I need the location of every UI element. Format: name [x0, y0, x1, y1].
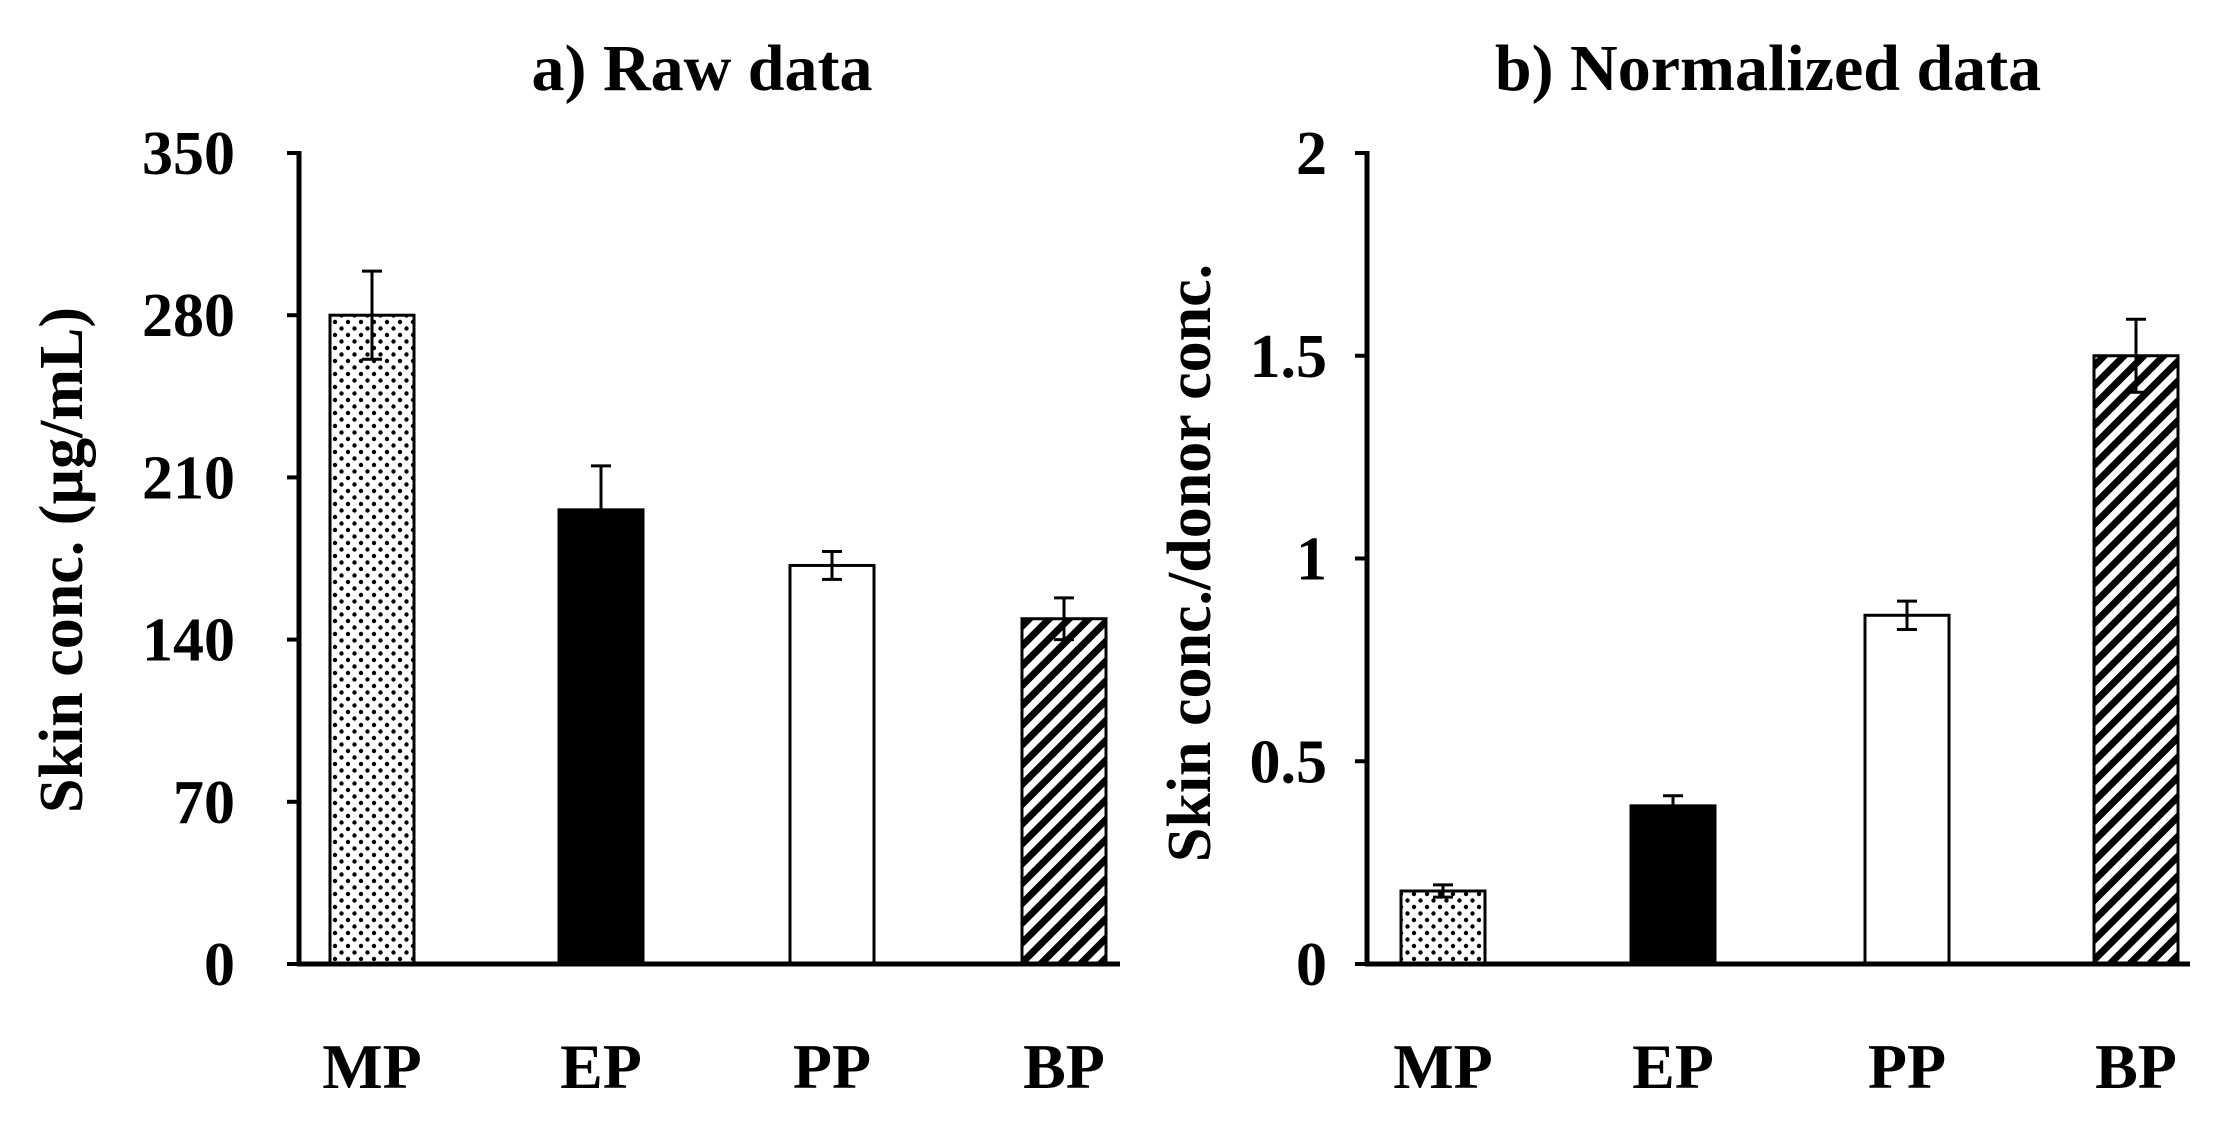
error-bar-bp: [2126, 317, 2146, 394]
bar-pp: [788, 563, 876, 966]
x-category-label: PP: [1868, 1031, 1946, 1102]
error-bar-pp: [1897, 599, 1917, 631]
bar-ep: [557, 508, 645, 966]
error-bar-pp: [822, 550, 842, 581]
bar-pp: [1863, 613, 1951, 966]
bar-bp: [1020, 617, 1108, 966]
y-tick-label: 1: [1296, 526, 1327, 594]
raw-data-panel: a) Raw data Skin conc. (µg/mL) 0 70 140 210…: [28, 32, 1120, 1102]
plot-area: 0 70 140 210 280 350 MP EP PP BP: [142, 120, 1120, 1102]
x-category-label: BP: [2095, 1031, 2177, 1102]
bar-ep: [1629, 804, 1717, 966]
bar-bp: [2092, 354, 2180, 966]
bar-mp: [328, 313, 416, 966]
y-tick-label: 0.5: [1250, 728, 1328, 796]
y-tick-label: 0: [1296, 931, 1327, 999]
y-tick-label: 2: [1296, 120, 1327, 188]
y-axis-label: Skin conc./donor conc.: [1156, 264, 1224, 862]
y-tick-label: 140: [142, 607, 235, 675]
chart-title: b) Normalized data: [1495, 32, 2041, 105]
normalized-data-panel: b) Normalized data Skin conc./donor conc…: [1156, 32, 2190, 1102]
plot-area: 0 0.5 1 1.5 2 MP EP PP BP: [1250, 120, 2190, 1102]
error-bar-mp: [362, 269, 382, 361]
error-bar-ep: [591, 464, 611, 556]
error-bar-mp: [1433, 883, 1453, 899]
y-tick-label: 350: [142, 120, 235, 188]
bar-mp: [1399, 889, 1487, 966]
y-tick-label: 210: [142, 444, 235, 512]
x-category-label: EP: [560, 1031, 642, 1102]
y-tick-label: 280: [142, 282, 235, 350]
y-tick-label: 1.5: [1250, 323, 1328, 391]
chart-title: a) Raw data: [532, 32, 873, 105]
y-tick-label: 0: [204, 931, 235, 999]
x-category-label: MP: [1393, 1031, 1493, 1102]
x-category-label: BP: [1023, 1031, 1105, 1102]
y-axis-label: Skin conc. (µg/mL): [28, 307, 96, 813]
x-category-label: EP: [1632, 1031, 1714, 1102]
x-category-label: MP: [322, 1031, 422, 1102]
y-tick-label: 70: [173, 769, 235, 837]
error-bar-ep: [1663, 794, 1683, 818]
x-category-label: PP: [793, 1031, 871, 1102]
error-bar-bp: [1054, 596, 1074, 642]
